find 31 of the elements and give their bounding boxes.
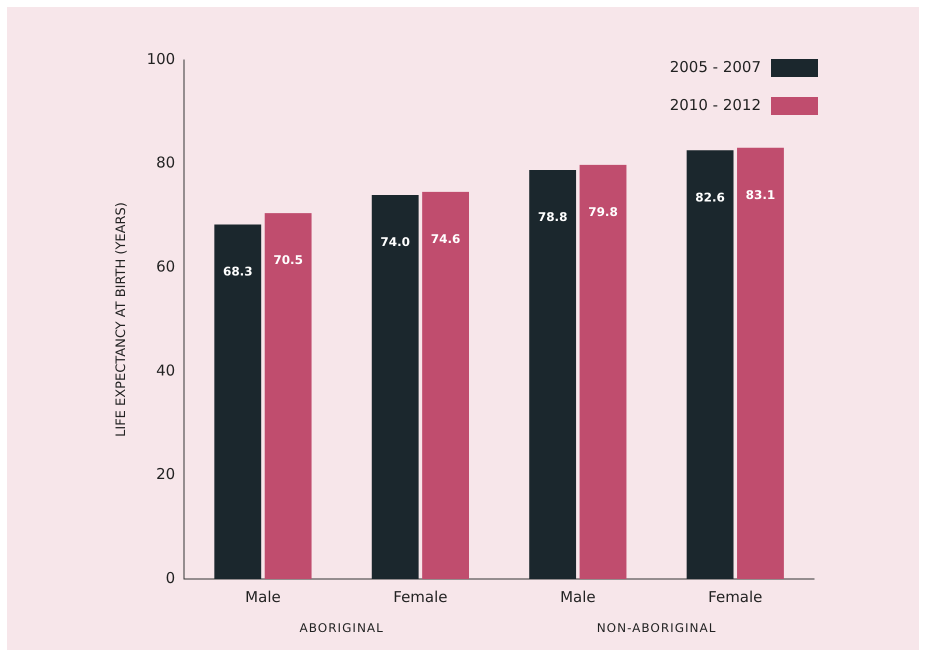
y-axis-title: LIFE EXPECTANCY AT BIRTH (YEARS) xyxy=(114,202,130,437)
y-tick-label: 100 xyxy=(146,50,176,68)
x-tick-label: Female xyxy=(708,588,762,606)
y-tick-label: 0 xyxy=(166,568,176,587)
bar xyxy=(580,164,626,579)
bar xyxy=(737,148,784,579)
legend-label: 2005 - 2007 xyxy=(670,58,761,76)
bar xyxy=(264,213,312,579)
data-label: 74.0 xyxy=(380,235,410,250)
data-label: 79.8 xyxy=(588,204,618,219)
text: NON-ABORIGINAL xyxy=(596,621,716,636)
bar xyxy=(529,170,576,579)
bar xyxy=(372,194,419,579)
x-tick-label: Male xyxy=(245,588,281,606)
bar xyxy=(214,224,262,579)
data-label: 70.5 xyxy=(273,253,303,268)
data-label: 82.6 xyxy=(695,190,725,204)
y-tick-label: 20 xyxy=(156,465,176,484)
legend-label: 2010 - 2012 xyxy=(670,96,761,114)
y-tick-label: 80 xyxy=(156,154,176,172)
text: ABORIGINAL xyxy=(300,621,384,636)
y-tick-label: 60 xyxy=(156,257,176,276)
data-label: 78.8 xyxy=(538,210,568,224)
y-tick-label: 40 xyxy=(156,361,176,380)
x-tick-label: Female xyxy=(393,588,448,606)
bar xyxy=(686,150,734,579)
data-label: 74.6 xyxy=(430,232,460,246)
bar xyxy=(422,192,470,579)
data-label: 83.1 xyxy=(746,188,776,202)
x-tick-label: Male xyxy=(560,588,596,606)
data-label: 68.3 xyxy=(222,264,253,279)
